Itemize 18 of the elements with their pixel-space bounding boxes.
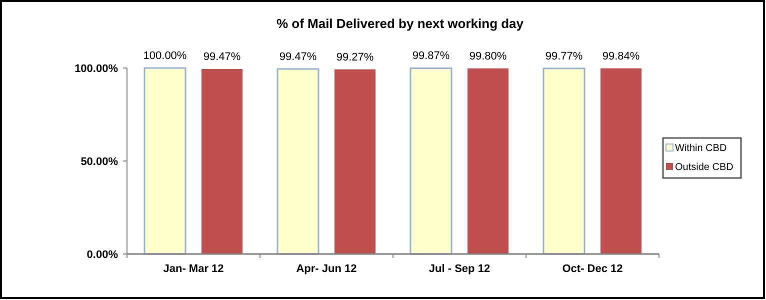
legend-label: Within CBD <box>675 143 727 154</box>
x-tick-label: Apr- Jun 12 <box>296 263 357 275</box>
chart-title: % of Mail Delivered by next working day <box>276 16 524 31</box>
data-label: 99.47% <box>279 50 317 63</box>
y-tick-label: 0.00% <box>86 249 118 261</box>
data-label: 99.27% <box>336 51 374 64</box>
data-label: 99.80% <box>469 50 507 62</box>
data-label: 99.77% <box>545 50 583 62</box>
x-tick-label: Oct- Dec 12 <box>562 263 623 275</box>
y-tick-label: 50.00% <box>80 156 118 168</box>
data-label: 99.84% <box>602 50 640 62</box>
x-tick-label: Jan- Mar 12 <box>163 263 224 275</box>
legend-label: Outside CBD <box>675 162 734 173</box>
data-label: 99.47% <box>203 50 241 63</box>
data-label: 100.00% <box>143 50 187 62</box>
x-tick-label: Jul - Sep 12 <box>428 263 490 275</box>
y-tick-label: 100.00% <box>74 63 118 75</box>
data-label: 99.87% <box>412 50 450 62</box>
